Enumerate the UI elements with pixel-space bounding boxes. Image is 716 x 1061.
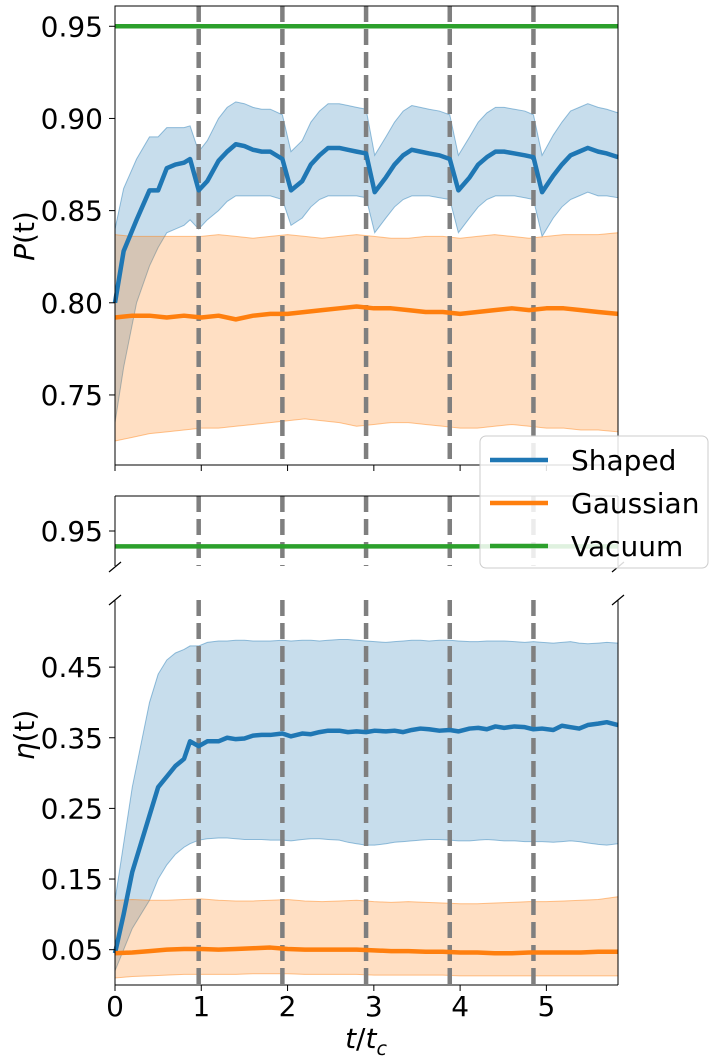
bottom-xtick-label: 5 (537, 990, 555, 1023)
top-plot-frame (114, 5, 619, 466)
bottom-xtick-label: 0 (106, 990, 124, 1023)
top-x-ticks (114, 465, 547, 471)
top-ytick-label: 0.90 (41, 102, 103, 135)
legend: Shaped Gaussian Vacuum (479, 435, 709, 569)
legend-box (479, 435, 709, 569)
bottom-x-ticks: 0 1 2 3 4 5 (106, 985, 555, 1023)
top-y-ticks: 0.75 0.80 0.85 0.90 0.95 (41, 10, 115, 412)
bottom-vertical-dashed-lines (196, 600, 536, 985)
legend-label-shaped: Shaped (571, 444, 676, 477)
bottom-y-ticks: 0.05 0.15 0.25 0.35 0.45 (41, 651, 115, 967)
bottom-xtick-label: 1 (192, 990, 210, 1023)
axis-break-mark-left-lower (108, 594, 122, 606)
bottom-xtick-label: 4 (451, 990, 469, 1023)
top-line-gaussian (114, 304, 619, 322)
bottom-series-lines (112, 719, 619, 956)
bottom-panel: 0.05 0.15 0.25 0.35 0.45 0 1 2 3 4 5 η(t) t/tc (8, 594, 625, 1060)
axis-break-mark-left-upper (108, 561, 122, 573)
bottom-ytick-label: 0.45 (41, 651, 103, 684)
top-ytick-label: 0.75 (41, 379, 103, 412)
x-axis-label: t/tc (345, 1022, 387, 1060)
bottom-ytick-label: 0.05 (41, 934, 103, 967)
bottom-xtick-label: 2 (279, 990, 297, 1023)
top-ytick-label: 0.80 (41, 287, 103, 320)
top-y-axis-label: P(t) (8, 211, 41, 261)
legend-label-vacuum: Vacuum (571, 530, 683, 563)
top-series-lines (112, 24, 619, 322)
top-ytick-label: 0.95 (41, 10, 103, 43)
bottom-ytick-label: 0.15 (41, 863, 103, 896)
bottom-ytick-label: 0.35 (41, 722, 103, 755)
top-panel: 0.75 0.80 0.85 0.90 0.95 P(t) (8, 5, 619, 471)
top-ytick-label: 0.85 (41, 195, 103, 228)
legend-label-gaussian: Gaussian (571, 487, 699, 520)
bottom-line-gaussian (114, 945, 618, 956)
bottom-y-axis-label: η(t) (8, 710, 41, 761)
bottom-line-shaped (112, 719, 619, 954)
bottom-xtick-label: 3 (365, 990, 383, 1023)
bottom-ytick-label: 0.25 (41, 792, 103, 825)
axis-break-mark-right-lower (611, 594, 625, 606)
top-vertical-dashed-lines (196, 6, 536, 465)
bottom-upper-y-ticks: 0.95 (41, 515, 115, 548)
top-line-shaped (112, 142, 619, 304)
bottom-upper-ytick-label: 0.95 (41, 515, 103, 548)
